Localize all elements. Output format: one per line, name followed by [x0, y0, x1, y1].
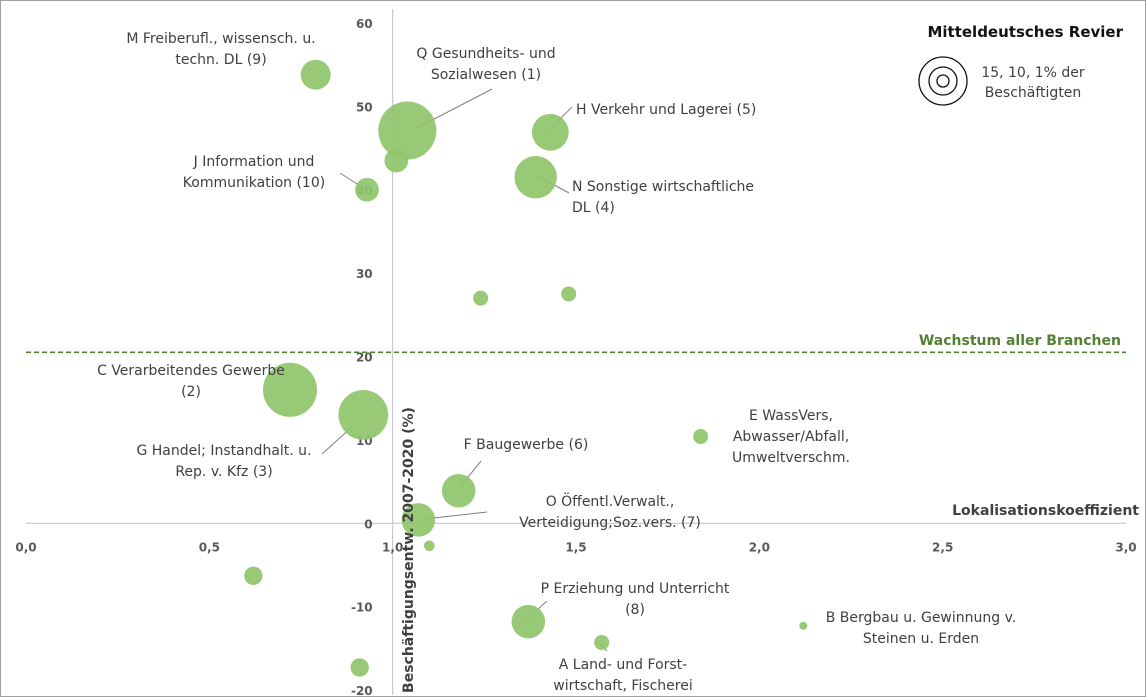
bubble-u3 [561, 286, 577, 302]
bubble-o [401, 503, 436, 537]
bubble-labels: M Freiberufl., wissensch. u. techn. DL (9… [97, 31, 1016, 694]
bubble-j [355, 177, 379, 202]
bubble-label-h: H Verkehr und Lagerei (5) [576, 102, 756, 118]
bubble-label-b: Steinen u. Erden [863, 631, 979, 647]
size-legend-text-line2: Beschäftigten [985, 85, 1082, 101]
x-tick-label: 0,5 [199, 540, 220, 554]
leader-line-o [424, 511, 488, 520]
y-tick-label: 0 [364, 517, 372, 531]
bubble-u4 [424, 540, 435, 552]
bubble-m [300, 59, 331, 90]
x-tick-labels: 0,0 0,5 1,0 1,5 2,0 2,5 3,0 [15, 540, 1136, 554]
bubble-u6 [350, 658, 369, 677]
size-legend-text-line1: 15, 10, 1% der [981, 65, 1085, 81]
bubble-label-o: O Öffentl.Verwalt., [546, 492, 675, 510]
bubble-label-c: C Verarbeitendes Gewerbe [97, 363, 285, 379]
bubble-u2 [473, 290, 489, 306]
x-axis-title: Lokalisationskoeffizient [952, 503, 1139, 519]
bubble-label-o: Verteidigung;Soz.vers. (7) [519, 515, 701, 531]
bubble-n [514, 156, 557, 199]
y-tick-labels: -20-100102030405060 [351, 17, 373, 696]
bubble-u5 [244, 566, 263, 585]
leader-lines [321, 88, 608, 652]
y-axis-title: Beschäftigungsentw. 2007-2020 (%) [401, 407, 417, 693]
size-legend-ring-medium [928, 66, 958, 96]
bubble-p [511, 604, 546, 639]
y-tick-label: 30 [356, 267, 373, 281]
bubble-label-q: Sozialwesen (1) [431, 67, 541, 83]
size-legend: 15, 10, 1% der Beschäftigten [918, 56, 1085, 106]
bubble-label-j: J Information und [193, 154, 315, 170]
bubble-label-a: wirtschaft, Fischerei [553, 678, 692, 694]
x-tick-label: 0,0 [15, 540, 36, 554]
bubble-label-q: Q Gesundheits- und [416, 46, 555, 62]
bubble-label-e: Abwasser/Abfall, [733, 429, 849, 445]
y-tick-label: 20 [356, 351, 373, 365]
bubble-label-j: Kommunikation (10) [183, 175, 325, 191]
bubble-label-p: (8) [625, 602, 645, 618]
bubble-label-m: M Freiberufl., wissensch. u. [126, 31, 315, 47]
x-tick-label: 2,5 [932, 540, 953, 554]
x-tick-label: 3,0 [1115, 540, 1136, 554]
bubble-label-c: (2) [181, 384, 201, 400]
bubble-g [338, 389, 389, 440]
bubble-label-e: Umweltverschm. [732, 450, 850, 466]
y-tick-label: -20 [351, 684, 373, 696]
bubble-c [262, 362, 318, 417]
x-tick-label: 1,0 [382, 540, 403, 554]
bubble-f [441, 473, 476, 508]
bubble-label-g: Rep. v. Kfz (3) [175, 464, 272, 480]
bubble-a [594, 634, 610, 650]
y-tick-label: 50 [356, 100, 373, 114]
size-legend-ring-small [936, 74, 950, 88]
bubble-label-g: G Handel; Instandhalt. u. [136, 443, 311, 459]
x-tick-label: 2,0 [749, 540, 770, 554]
bubble-label-b: B Bergbau u. Gewinnung v. [826, 610, 1017, 626]
bubble-h [531, 113, 569, 151]
y-tick-label: 60 [356, 17, 373, 31]
bubble-e [693, 429, 709, 445]
bubble-label-m: techn. DL (9) [175, 52, 266, 68]
bubble-label-e: E WassVers, [749, 408, 833, 424]
x-tick-label: 1,5 [565, 540, 586, 554]
bubble-label-a: A Land- und Forst- [559, 657, 687, 673]
bubbles [244, 59, 808, 677]
y-tick-label: -10 [351, 601, 373, 615]
bubble-label-p: P Erziehung und Unterricht [541, 581, 730, 597]
reference-line-label: Wachstum aller Branchen [919, 333, 1121, 349]
bubble-u1 [384, 148, 409, 173]
chart-title: Mitteldeutsches Revier [927, 23, 1123, 41]
size-legend-ring-large [918, 56, 968, 106]
bubble-label-n: N Sonstige wirtschaftliche [572, 179, 754, 195]
bubble-label-n: DL (4) [572, 200, 615, 216]
bubble-label-f: F Baugewerbe (6) [464, 437, 589, 453]
bubble-b [799, 621, 808, 630]
bubble-q [378, 101, 437, 160]
